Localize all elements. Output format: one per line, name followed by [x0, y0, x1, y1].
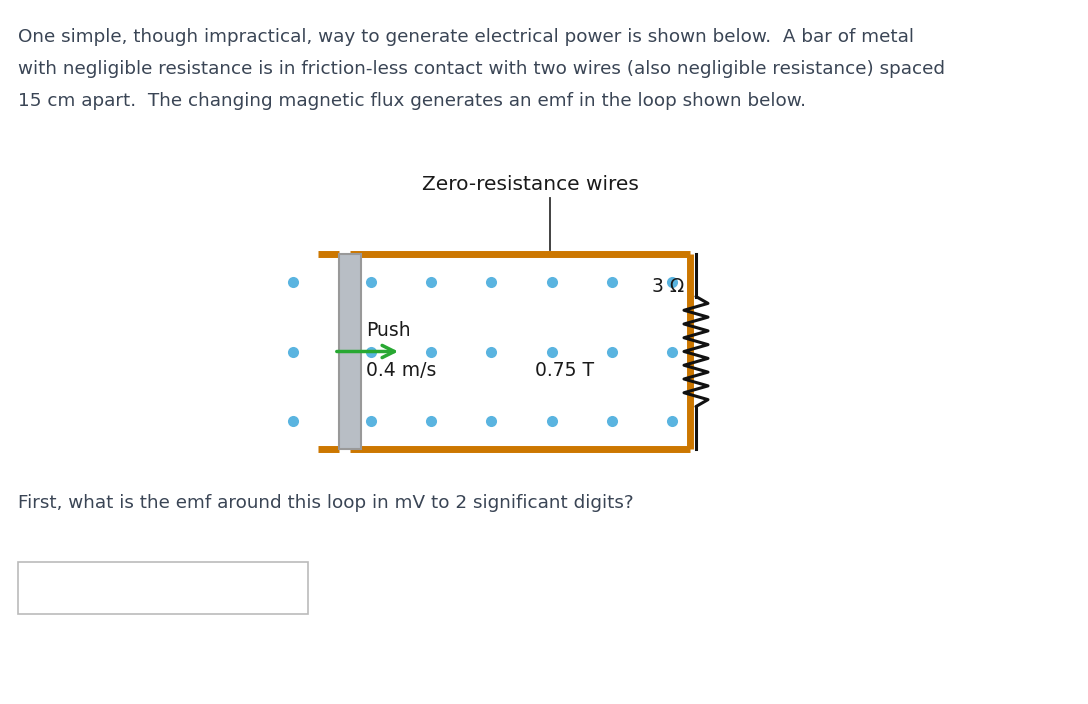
Text: 15 cm apart.  The changing magnetic flux generates an emf in the loop shown belo: 15 cm apart. The changing magnetic flux … — [18, 92, 806, 110]
Bar — [339, 254, 361, 449]
Bar — [18, 562, 308, 614]
Text: with negligible resistance is in friction-less contact with two wires (also negl: with negligible resistance is in frictio… — [18, 60, 945, 78]
Text: Zero-resistance wires: Zero-resistance wires — [421, 175, 639, 194]
Text: 0.75 T: 0.75 T — [535, 361, 594, 380]
Text: First, what is the emf around this loop in mV to 2 significant digits?: First, what is the emf around this loop … — [18, 494, 633, 512]
Text: Push: Push — [366, 320, 410, 339]
Text: 0.4 m/s: 0.4 m/s — [366, 361, 436, 380]
Text: One simple, though impractical, way to generate electrical power is shown below.: One simple, though impractical, way to g… — [18, 28, 914, 46]
Text: 3 Ω: 3 Ω — [652, 277, 684, 296]
